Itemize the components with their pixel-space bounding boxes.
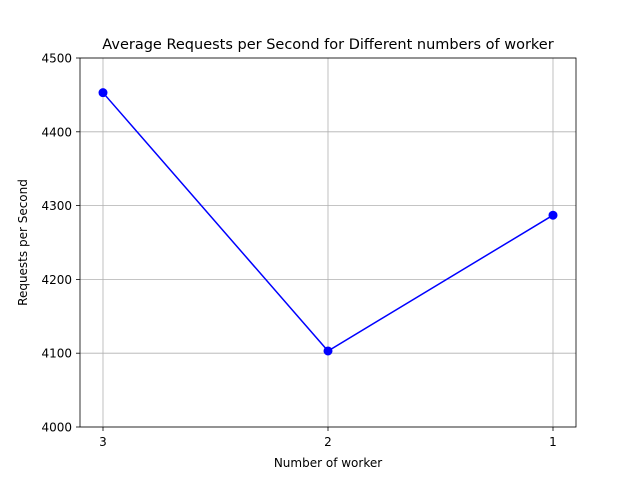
data-point <box>548 210 558 220</box>
x-axis-label: Number of worker <box>274 456 382 470</box>
x-tick-label: 1 <box>549 435 557 449</box>
data-point <box>323 346 333 356</box>
data-point <box>98 88 108 98</box>
y-tick-label: 4300 <box>41 199 72 213</box>
x-tick-label: 2 <box>324 435 332 449</box>
y-tick-label: 4500 <box>41 52 72 66</box>
y-tick-label: 4100 <box>41 347 72 361</box>
y-axis-label: Requests per Second <box>16 179 30 306</box>
series-layer <box>98 88 558 356</box>
axis-layer: 3 2 1 4000 4100 4200 4300 4400 4500 <box>41 52 556 450</box>
y-tick-label: 4400 <box>41 125 72 139</box>
y-tick-label: 4200 <box>41 273 72 287</box>
x-tick-label: 3 <box>99 435 107 449</box>
y-tick-label: 4000 <box>41 421 72 435</box>
chart-title: Average Requests per Second for Differen… <box>102 37 553 53</box>
